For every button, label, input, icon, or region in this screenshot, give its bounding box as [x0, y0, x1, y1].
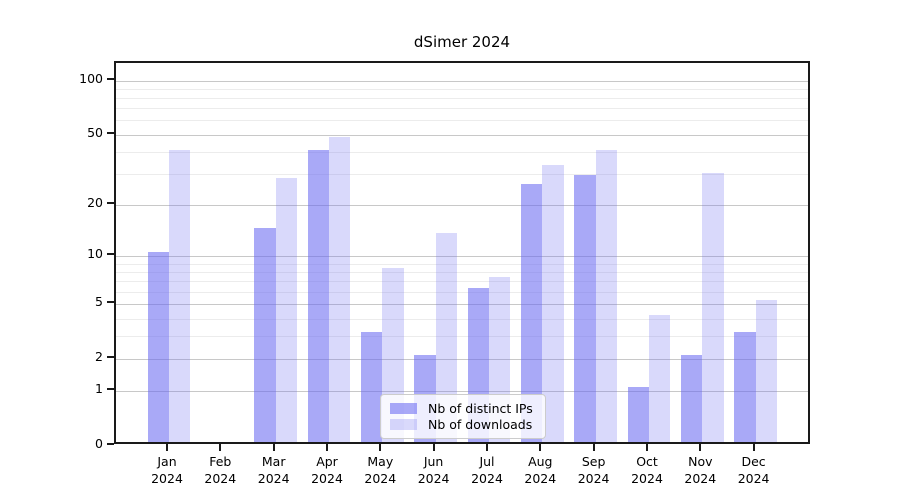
y-tick-label-10: 10: [87, 246, 103, 262]
x-tick-mar: [272, 444, 275, 451]
x-tick-jan: [166, 444, 168, 451]
x-tick-label-feb: Feb 2024: [204, 454, 237, 486]
legend-item-downloads: Nb of downloads: [390, 417, 537, 432]
y-tick-20: [107, 201, 114, 204]
bar-ips-dec: [734, 332, 756, 442]
legend: Nb of distinct IPs Nb of downloads: [380, 394, 546, 439]
x-tick-nov: [699, 444, 702, 451]
x-tick-label-nov: Nov 2024: [684, 454, 717, 486]
gridline-minor-8: [116, 272, 808, 273]
legend-item-distinct-ips: Nb of distinct IPs: [390, 401, 537, 416]
bar-downloads-mar: [275, 178, 297, 442]
y-tick-2: [107, 356, 114, 358]
gridline-major-10: [116, 256, 808, 258]
bar-downloads-apr: [329, 137, 351, 442]
x-tick-label-aug: Aug 2024: [524, 454, 557, 486]
gridline-minor-6: [116, 291, 808, 293]
x-tick-jul: [486, 444, 488, 451]
gridline-minor-70: [116, 108, 808, 110]
y-tick-0: [107, 443, 114, 445]
legend-swatch-distinct-ips: [390, 403, 417, 414]
x-tick-label-jul: Jul 2024: [471, 454, 503, 486]
y-tick-5: [107, 301, 114, 304]
gridline-minor-30: [116, 174, 808, 175]
bar-downloads-aug: [542, 165, 564, 442]
bar-ips-mar: [254, 227, 276, 442]
y-tick-label-0: 0: [95, 436, 103, 451]
x-tick-label-sep: Sep 2024: [577, 454, 610, 486]
bar-downloads-nov: [702, 172, 724, 442]
y-tick-label-5: 5: [95, 294, 103, 310]
y-tick-100: [107, 77, 114, 80]
y-tick-label-20: 20: [87, 194, 103, 210]
chart-title: dSimer 2024: [413, 33, 511, 51]
x-tick-label-jun: Jun 2024: [417, 454, 450, 486]
bar-downloads-oct: [649, 314, 671, 442]
bar-downloads-dec: [755, 300, 777, 442]
plot-area: Nb of distinct IPs Nb of downloads: [114, 61, 810, 444]
bar-ips-nov: [681, 355, 703, 442]
gridline-minor-40: [116, 151, 808, 153]
x-tick-jun: [432, 444, 435, 451]
bar-ips-apr: [307, 149, 329, 442]
gridline-minor-7: [116, 281, 808, 283]
bar-downloads-jun: [435, 233, 457, 442]
gridline-major-100: [116, 80, 808, 82]
gridline-minor-60: [116, 120, 808, 122]
gridline-major-5: [116, 304, 808, 306]
gridline-minor-9: [116, 263, 808, 265]
x-tick-oct: [646, 444, 648, 451]
y-tick-1: [107, 388, 114, 391]
gridline-minor-80: [116, 98, 808, 99]
y-tick-label-1: 1: [95, 381, 103, 397]
x-tick-aug: [539, 444, 542, 451]
x-tick-label-may: May 2024: [364, 454, 397, 486]
y-tick-label-2: 2: [95, 349, 103, 364]
y-tick-10: [107, 253, 114, 256]
bar-downloads-jan: [169, 149, 191, 442]
x-tick-may: [379, 444, 382, 451]
bar-ips-may: [361, 332, 383, 442]
x-tick-dec: [752, 444, 755, 451]
gridline-major-50: [116, 134, 808, 136]
gridline-minor-4: [116, 318, 808, 320]
x-tick-label-jan: Jan 2024: [151, 454, 183, 486]
x-tick-sep: [592, 444, 595, 451]
y-tick-50: [107, 131, 114, 134]
bar-ips-sep: [574, 175, 596, 442]
bar-ips-jan: [147, 252, 169, 442]
y-tick-label-50: 50: [87, 124, 103, 140]
bar-downloads-sep: [595, 149, 617, 442]
x-tick-feb: [219, 444, 222, 451]
legend-label-distinct-ips: Nb of distinct IPs: [428, 401, 533, 416]
x-tick-label-apr: Apr 2024: [311, 454, 343, 486]
legend-label-downloads: Nb of downloads: [428, 417, 533, 432]
bar-ips-aug: [521, 184, 543, 442]
gridline-major-1: [116, 391, 808, 393]
gridline-major-2: [116, 359, 808, 360]
bar-ips-oct: [627, 387, 649, 442]
gridline-minor-3: [116, 336, 808, 338]
legend-swatch-downloads: [390, 419, 417, 430]
x-tick-apr: [326, 444, 328, 451]
gridline-minor-90: [116, 88, 808, 90]
x-tick-label-mar: Mar 2024: [257, 454, 290, 486]
y-tick-label-100: 100: [79, 70, 103, 86]
x-tick-label-dec: Dec 2024: [737, 454, 770, 486]
gridline-major-20: [116, 204, 808, 206]
x-tick-label-oct: Oct 2024: [631, 454, 663, 486]
